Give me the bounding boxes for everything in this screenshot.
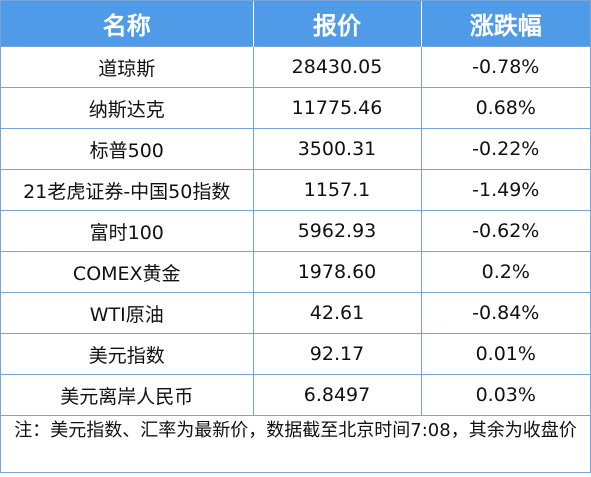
cell-price: 1978.60 xyxy=(253,251,422,293)
table-row: 21老虎证券-中国50指数 1157.1 -1.49% xyxy=(1,169,590,211)
cell-name: 美元指数 xyxy=(1,333,254,375)
table-row: 标普500 3500.31 -0.22% xyxy=(1,128,590,170)
market-quote-table: 名称 报价 涨跌幅 道琼斯 28430.05 -0.78% 纳斯达克 11775… xyxy=(1,1,590,415)
cell-name: COMEX黄金 xyxy=(1,251,254,293)
cell-change: -1.49% xyxy=(421,169,590,211)
cell-name: 道琼斯 xyxy=(1,46,254,88)
cell-name: 纳斯达克 xyxy=(1,87,254,129)
cell-price: 3500.31 xyxy=(253,128,422,170)
table-row: 道琼斯 28430.05 -0.78% xyxy=(1,46,590,88)
cell-name: 富时100 xyxy=(1,210,254,252)
table-row: WTI原油 42.61 -0.84% xyxy=(1,292,590,334)
header-price: 报价 xyxy=(253,1,422,47)
cell-change: 0.2% xyxy=(421,251,590,293)
table-row: 纳斯达克 11775.46 0.68% xyxy=(1,87,590,129)
cell-price: 1157.1 xyxy=(253,169,422,211)
table-row: 美元指数 92.17 0.01% xyxy=(1,333,590,375)
cell-price: 28430.05 xyxy=(253,46,422,88)
table-row: 富时100 5962.93 -0.62% xyxy=(1,210,590,252)
cell-change: 0.03% xyxy=(421,374,590,415)
cell-price: 5962.93 xyxy=(253,210,422,252)
cell-name: 美元离岸人民币 xyxy=(1,374,254,415)
cell-change: 0.68% xyxy=(421,87,590,129)
table-row: COMEX黄金 1978.60 0.2% xyxy=(1,251,590,293)
cell-name: 标普500 xyxy=(1,128,254,170)
cell-price: 6.8497 xyxy=(253,374,422,415)
cell-change: -0.62% xyxy=(421,210,590,252)
cell-change: 0.01% xyxy=(421,333,590,375)
header-name: 名称 xyxy=(1,1,254,47)
cell-name: 21老虎证券-中国50指数 xyxy=(1,169,254,211)
cell-name: WTI原油 xyxy=(1,292,254,334)
table-header: 名称 报价 涨跌幅 xyxy=(1,1,590,47)
table-body: 道琼斯 28430.05 -0.78% 纳斯达克 11775.46 0.68% … xyxy=(1,46,590,415)
cell-price: 42.61 xyxy=(253,292,422,334)
cell-change: -0.22% xyxy=(421,128,590,170)
cell-change: -0.84% xyxy=(421,292,590,334)
cell-price: 92.17 xyxy=(253,333,422,375)
cell-price: 11775.46 xyxy=(253,87,422,129)
footnote: 注：美元指数、汇率为最新价，数据截至北京时间7:08，其余为收盘价 xyxy=(1,415,590,477)
header-change: 涨跌幅 xyxy=(421,1,590,47)
table-row: 美元离岸人民币 6.8497 0.03% xyxy=(1,374,590,415)
cell-change: -0.78% xyxy=(421,46,590,88)
header-row: 名称 报价 涨跌幅 xyxy=(1,1,590,47)
